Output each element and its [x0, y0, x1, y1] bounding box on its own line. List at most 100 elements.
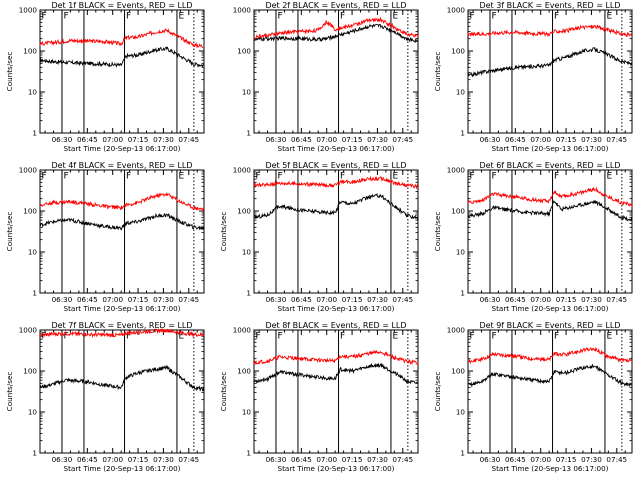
y-tick-label: 1 — [246, 289, 251, 298]
panel-2: Det 2f BLACK = Events, RED = LLD 1 10 100 10… — [233, 1, 419, 153]
y-tick-label: 1000 — [233, 326, 252, 335]
y-tick-label: 1 — [246, 449, 251, 458]
plot-frame — [39, 329, 205, 454]
flag-annotation: F — [340, 12, 345, 22]
x-tick-label: 07:00 — [102, 455, 123, 464]
flag-annotation: F — [277, 172, 282, 182]
x-tick-label: 07:00 — [102, 135, 123, 144]
x-axis-label: Start Time (20-Sep-13 06:17:00) — [492, 144, 609, 153]
flag-annotation: F — [126, 332, 131, 342]
y-tick-label: 1000 — [19, 6, 38, 15]
x-tick-label: 07:15 — [342, 295, 363, 304]
plot-frame — [253, 329, 419, 454]
panel-9: Det 9f BLACK = Events, RED = LLD 1 10 100 10… — [433, 321, 633, 473]
flag-annotation: F — [126, 12, 131, 22]
plot-frame — [467, 9, 633, 134]
x-tick-label: 07:00 — [530, 295, 551, 304]
y-tick-label: 100 — [237, 367, 251, 376]
events-series-line — [253, 362, 419, 385]
flag-annotation: F — [554, 172, 559, 182]
flag-annotation: F — [491, 12, 496, 22]
panel-3: Det 3f BLACK = Events, RED = LLD 1 10 100 10… — [433, 1, 633, 153]
panel-1: Det 1f BLACK = Events, RED = LLD 1 10 100 10… — [5, 1, 205, 153]
x-tick-label: 07:15 — [556, 295, 577, 304]
x-tick-label: 06:45 — [291, 135, 312, 144]
flag-annotation: E — [606, 12, 612, 22]
lld-series-line — [253, 175, 419, 190]
lld-series-line — [467, 346, 633, 365]
x-tick-label: 07:45 — [606, 455, 627, 464]
plot-frame — [467, 329, 633, 454]
x-tick-label: 07:00 — [316, 455, 337, 464]
x-tick-label: 07:30 — [153, 295, 174, 304]
y-tick-label: 100 — [237, 47, 251, 56]
flag-annotation: F — [554, 12, 559, 22]
flag-annotation: F — [256, 332, 261, 342]
y-tick-label: 100 — [451, 47, 465, 56]
events-series-line — [467, 363, 633, 388]
x-tick-label: 07:30 — [581, 455, 602, 464]
panel-title: Det 8f BLACK = Events, RED = LLD — [265, 321, 406, 330]
y-tick-label: 10 — [242, 88, 252, 97]
y-axis-label: Counts/sec — [5, 52, 14, 92]
x-axis-label: Start Time (20-Sep-13 06:17:00) — [64, 464, 181, 473]
x-tick-label: 07:15 — [128, 295, 149, 304]
panel-6: Det 6f BLACK = Events, RED = LLD 1 10 100 10… — [433, 161, 633, 313]
x-tick-label: 07:30 — [153, 455, 174, 464]
flag-annotation: F — [470, 332, 475, 342]
y-tick-label: 1000 — [447, 326, 466, 335]
y-tick-label: 100 — [23, 367, 37, 376]
flag-annotation: F — [340, 332, 345, 342]
x-axis-label: Start Time (20-Sep-13 06:17:00) — [492, 304, 609, 313]
x-tick-label: 07:30 — [581, 295, 602, 304]
events-series-line — [39, 46, 205, 68]
x-tick-label: 06:30 — [480, 135, 501, 144]
flag-annotation: F — [42, 172, 47, 182]
panel-title: Det 1f BLACK = Events, RED = LLD — [51, 1, 192, 10]
plot-frame — [467, 169, 633, 294]
y-tick-label: 1 — [460, 289, 465, 298]
x-tick-label: 06:45 — [77, 295, 98, 304]
x-tick-label: 07:15 — [342, 455, 363, 464]
x-tick-label: 07:00 — [316, 295, 337, 304]
x-tick-label: 07:00 — [316, 135, 337, 144]
y-tick-label: 1000 — [19, 326, 38, 335]
flag-annotation: E — [606, 172, 612, 182]
x-axis-label: Start Time (20-Sep-13 06:17:00) — [64, 304, 181, 313]
x-tick-label: 06:45 — [505, 455, 526, 464]
x-tick-label: 06:45 — [77, 135, 98, 144]
panel-4: Det 4f BLACK = Events, RED = LLD 1 10 100 10… — [5, 161, 205, 313]
flag-annotation: F — [470, 172, 475, 182]
x-tick-label: 06:45 — [291, 295, 312, 304]
flag-annotation: F — [491, 332, 496, 342]
panel-title: Det 6f BLACK = Events, RED = LLD — [479, 161, 620, 170]
plot-frame — [253, 9, 419, 134]
plot-frame — [253, 169, 419, 294]
x-tick-label: 07:45 — [606, 135, 627, 144]
y-tick-label: 1 — [32, 449, 37, 458]
flag-annotation: E — [606, 332, 612, 342]
y-tick-label: 100 — [23, 207, 37, 216]
x-axis-label: Start Time (20-Sep-13 06:17:00) — [278, 144, 395, 153]
x-tick-label: 07:30 — [367, 455, 388, 464]
flag-annotation: E — [392, 172, 398, 182]
flag-annotation: F — [42, 12, 47, 22]
y-tick-label: 1 — [460, 449, 465, 458]
y-tick-label: 1 — [32, 129, 37, 138]
events-series-line — [467, 199, 633, 222]
x-axis-label: Start Time (20-Sep-13 06:17:00) — [492, 464, 609, 473]
flag-annotation: E — [178, 12, 184, 22]
lld-series-line — [39, 328, 205, 339]
x-tick-label: 06:30 — [266, 295, 287, 304]
x-tick-label: 07:15 — [128, 135, 149, 144]
flag-annotation: E — [178, 172, 184, 182]
y-tick-label: 10 — [242, 408, 252, 417]
y-tick-label: 10 — [456, 408, 466, 417]
events-series-line — [467, 47, 633, 78]
events-series-line — [39, 364, 205, 392]
x-tick-label: 07:45 — [178, 295, 199, 304]
flag-annotation: F — [42, 332, 47, 342]
lld-series-line — [39, 192, 205, 212]
